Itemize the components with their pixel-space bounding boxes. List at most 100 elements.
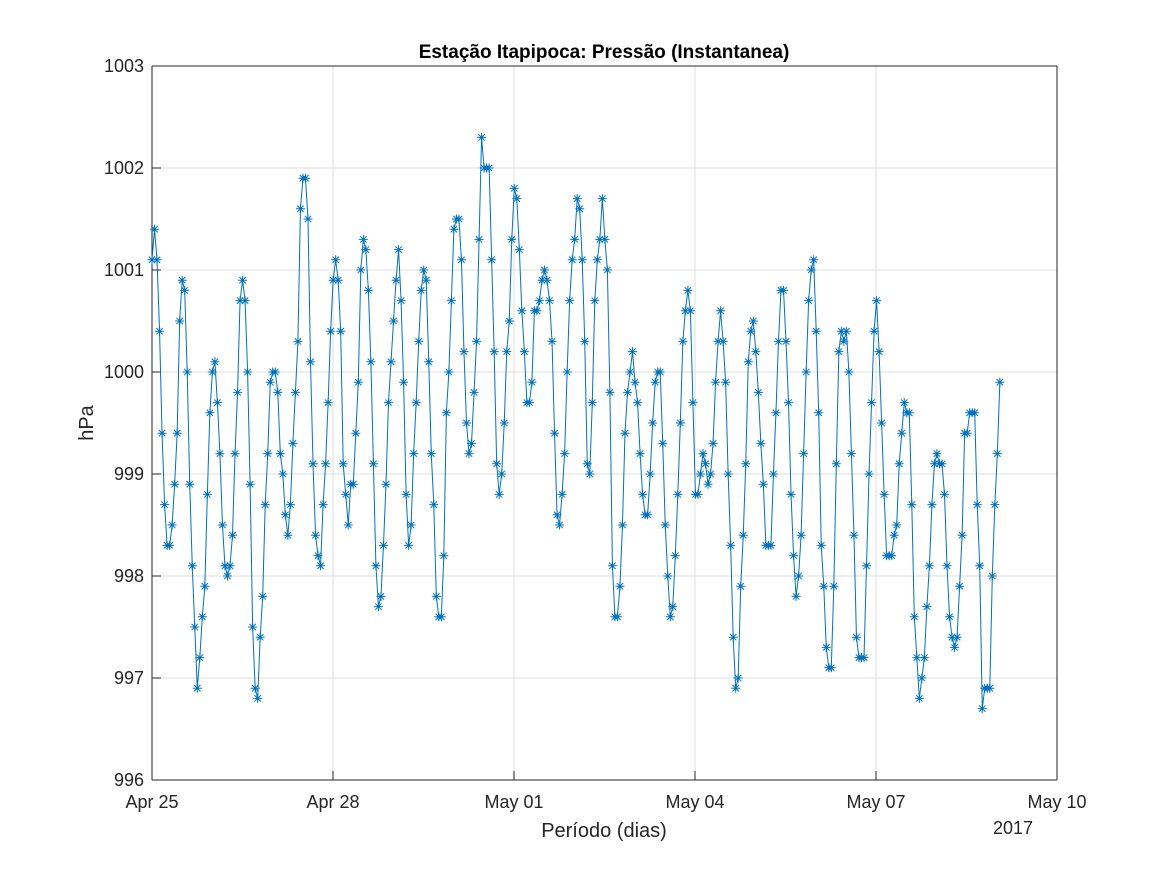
- data-point: [995, 377, 1005, 387]
- data-point: [700, 459, 710, 469]
- data-point: [331, 255, 341, 265]
- data-point: [539, 265, 549, 275]
- data-point: [741, 459, 751, 469]
- data-point: [751, 347, 761, 357]
- data-point: [228, 530, 238, 540]
- data-point: [602, 265, 612, 275]
- data-point: [499, 418, 509, 428]
- x-tick-label: Apr 28: [306, 792, 359, 812]
- data-point: [275, 449, 285, 459]
- x-tick-label: May 10: [1027, 792, 1086, 812]
- data-point: [222, 571, 232, 581]
- data-point: [285, 500, 295, 510]
- data-point: [394, 245, 404, 255]
- data-point: [454, 214, 464, 224]
- data-point: [474, 234, 484, 244]
- data-point: [794, 571, 804, 581]
- data-point: [716, 306, 726, 316]
- data-point: [773, 336, 783, 346]
- data-point: [872, 296, 882, 306]
- data-point: [487, 255, 497, 265]
- data-point: [711, 377, 721, 387]
- data-point: [658, 438, 668, 448]
- data-point: [555, 520, 565, 530]
- data-point: [328, 275, 338, 285]
- data-point: [625, 367, 635, 377]
- data-point: [215, 449, 225, 459]
- data-point: [806, 265, 816, 275]
- data-point: [718, 336, 728, 346]
- y-tick-label: 1001: [104, 260, 144, 280]
- data-point: [253, 693, 263, 703]
- data-point: [778, 285, 788, 295]
- data-point: [660, 520, 670, 530]
- data-point: [839, 336, 849, 346]
- data-point: [409, 449, 419, 459]
- data-point: [695, 469, 705, 479]
- data-point: [846, 449, 856, 459]
- data-point: [635, 449, 645, 459]
- data-point: [849, 530, 859, 540]
- data-point: [643, 510, 653, 520]
- data-point: [912, 653, 922, 663]
- data-point: [904, 408, 914, 418]
- data-point: [859, 653, 869, 663]
- data-point: [992, 449, 1002, 459]
- data-point: [746, 326, 756, 336]
- data-point: [962, 428, 972, 438]
- data-point: [386, 357, 396, 367]
- data-point: [512, 194, 522, 204]
- data-point: [590, 296, 600, 306]
- data-point: [172, 428, 182, 438]
- data-point: [851, 632, 861, 642]
- series-pressao: [147, 132, 1005, 714]
- data-point: [323, 398, 333, 408]
- data-point: [977, 704, 987, 714]
- data-point: [399, 377, 409, 387]
- data-point: [927, 500, 937, 510]
- data-point: [353, 377, 363, 387]
- data-point: [607, 561, 617, 571]
- data-point: [650, 377, 660, 387]
- data-point: [389, 316, 399, 326]
- data-point: [200, 581, 210, 591]
- data-point: [316, 561, 326, 571]
- data-point: [507, 234, 517, 244]
- data-point: [580, 336, 590, 346]
- data-point: [509, 183, 519, 193]
- data-point: [167, 520, 177, 530]
- data-point: [975, 561, 985, 571]
- data-point: [572, 194, 582, 204]
- data-point: [497, 469, 507, 479]
- data-point: [836, 326, 846, 336]
- data-point: [311, 530, 321, 540]
- data-point: [175, 316, 185, 326]
- data-point: [771, 408, 781, 418]
- data-point: [195, 653, 205, 663]
- data-point: [147, 255, 157, 265]
- data-point: [517, 306, 527, 316]
- data-point: [489, 347, 499, 357]
- data-point: [303, 214, 313, 224]
- data-point: [210, 357, 220, 367]
- data-point: [917, 673, 927, 683]
- data-point: [260, 500, 270, 510]
- data-point: [283, 530, 293, 540]
- data-point: [862, 561, 872, 571]
- x-axis-label: Período (dias): [541, 820, 667, 842]
- data-point: [502, 347, 512, 357]
- data-point: [532, 306, 542, 316]
- data-point: [557, 489, 567, 499]
- data-point: [929, 459, 939, 469]
- data-point: [899, 398, 909, 408]
- data-point: [444, 367, 454, 377]
- data-point: [728, 632, 738, 642]
- x-ticks: Apr 25 Apr 28 May 01 May 04 May 07 May 10: [125, 771, 1087, 812]
- data-point: [955, 581, 965, 591]
- data-point: [791, 591, 801, 601]
- data-point: [668, 602, 678, 612]
- data-point: [240, 296, 250, 306]
- data-point: [155, 326, 165, 336]
- data-point: [368, 459, 378, 469]
- data-point: [363, 285, 373, 295]
